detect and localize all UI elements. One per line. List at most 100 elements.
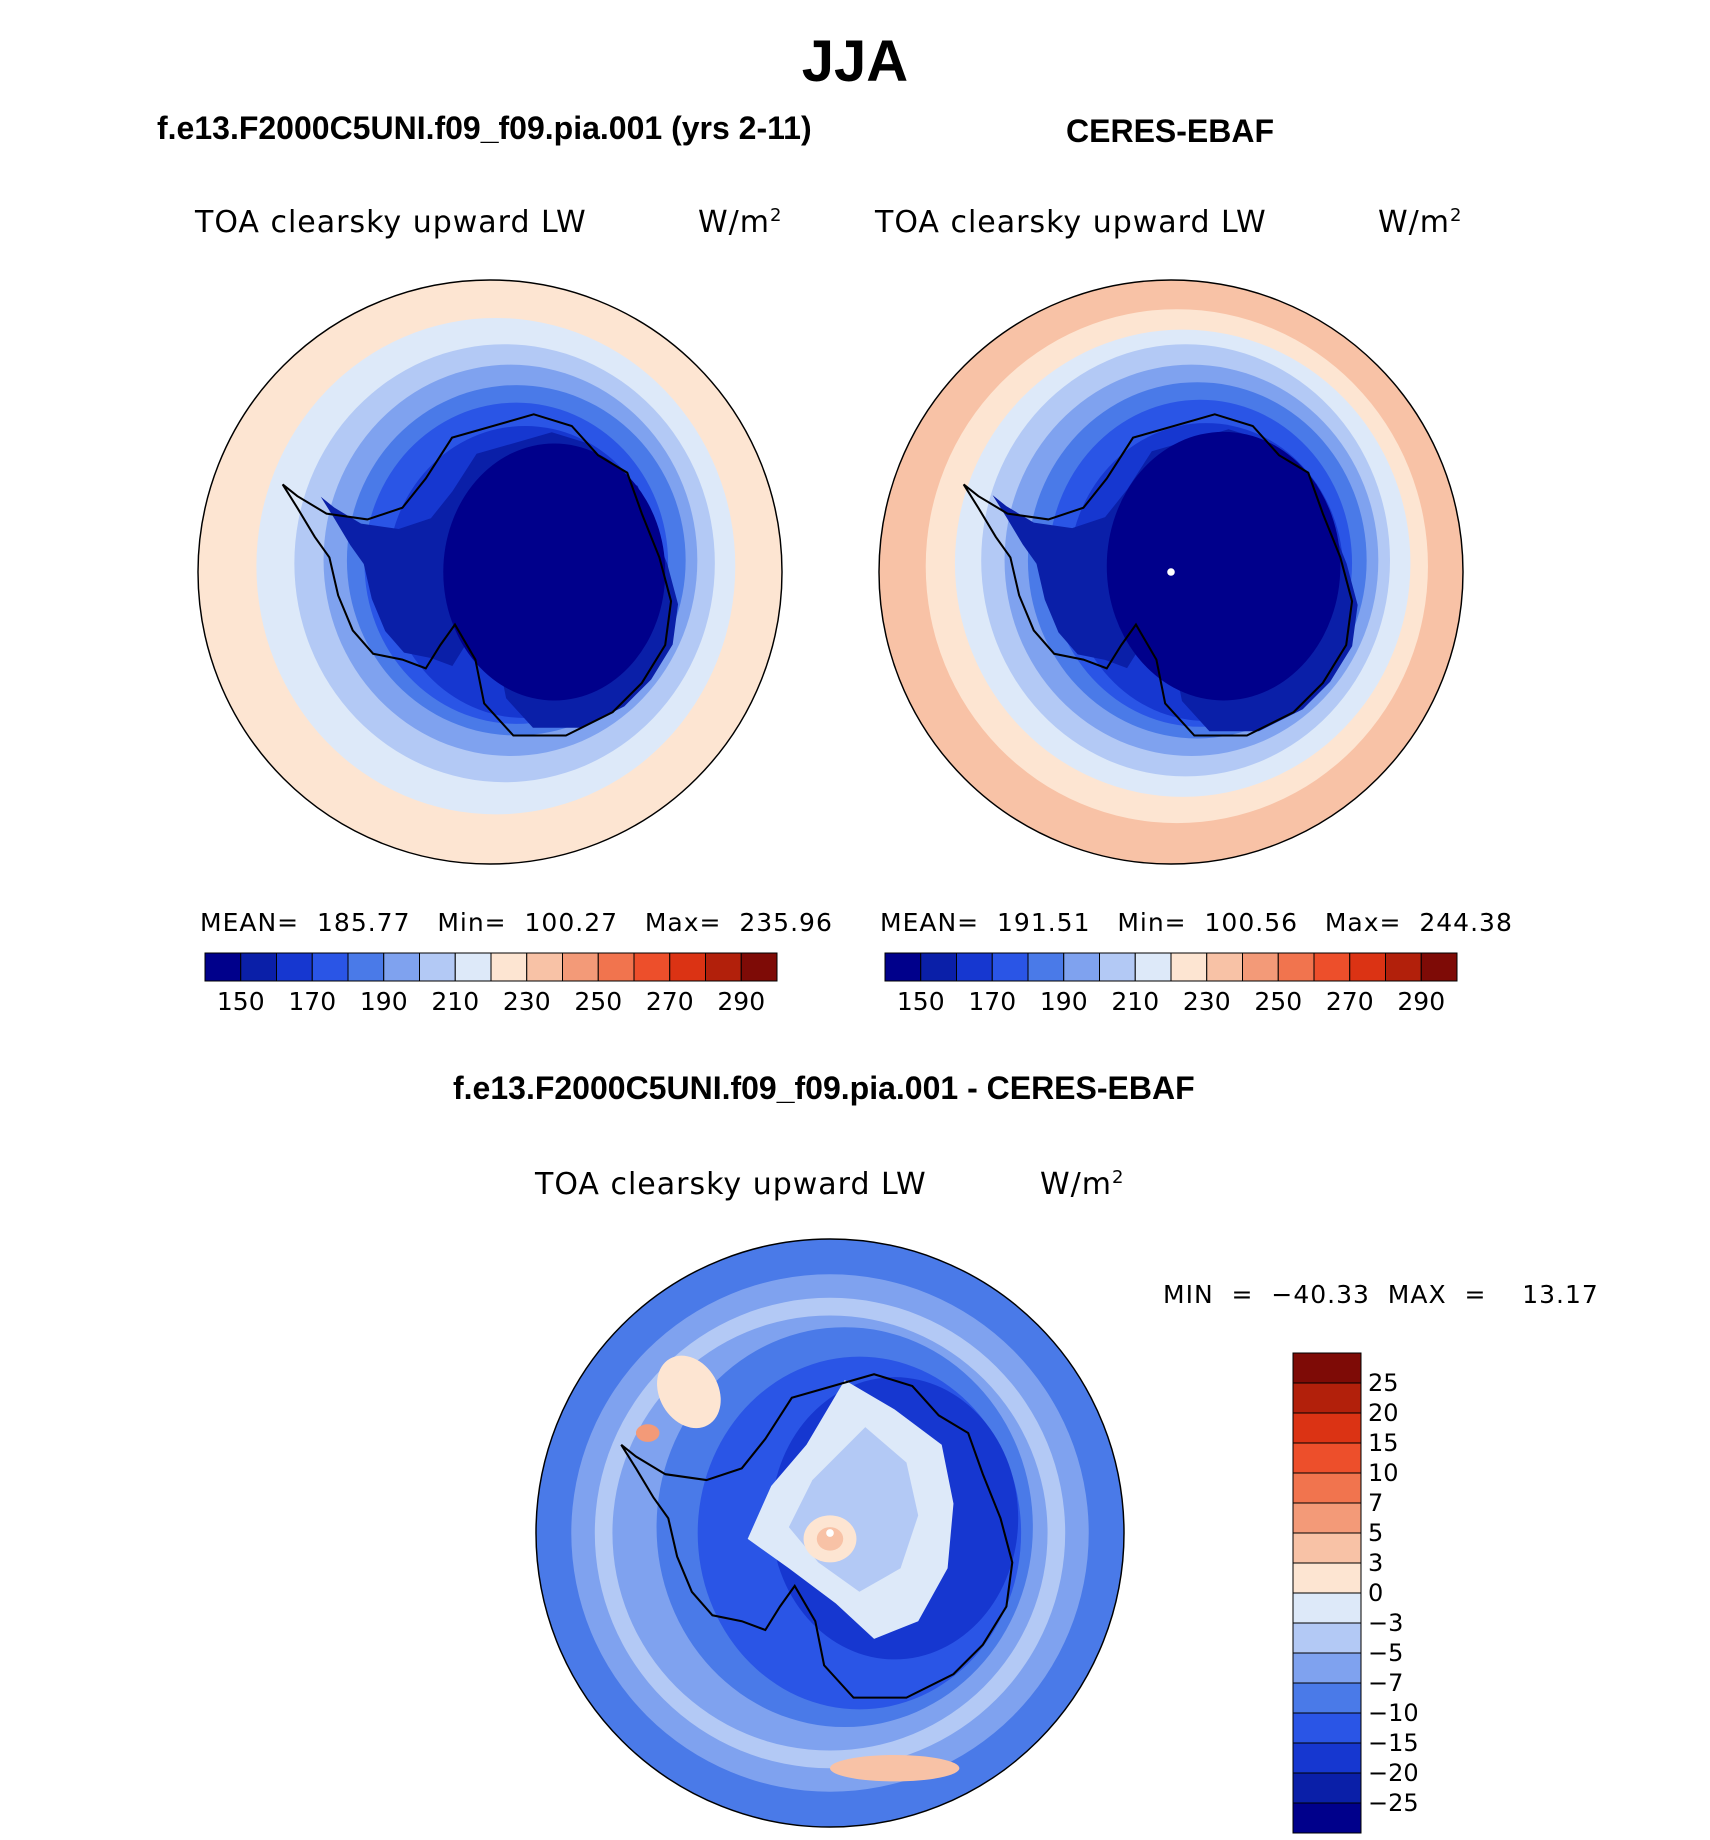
colorbar-tick-label: 150: [896, 987, 945, 1016]
diff-stats: MIN = −40.33 MAX = 13.17: [1163, 1280, 1599, 1309]
diff-contour-band: [830, 1754, 960, 1782]
colorbar-swatch: [1313, 952, 1351, 982]
colorbar-tick-label: 20: [1368, 1399, 1399, 1427]
obs-polar-map: [876, 277, 1466, 867]
colorbar-swatch: [1292, 1562, 1362, 1594]
colorbar-tick-label: 190: [1039, 987, 1088, 1016]
south-pole-missing-data: [1167, 568, 1175, 576]
diff-polar-map: [533, 1236, 1127, 1830]
figure-title: JJA: [801, 29, 909, 94]
map-boundary: [535, 1238, 1125, 1828]
colorbar-swatch: [526, 952, 563, 982]
colorbar-tick-label: 7: [1368, 1489, 1384, 1517]
model-units-label: W/m2: [698, 205, 783, 240]
colorbar-tick-label: −15: [1368, 1729, 1419, 1757]
colorbar-swatch: [1099, 952, 1136, 982]
colorbar-tick-label: 250: [574, 987, 623, 1016]
colorbar-tick-label: −25: [1368, 1789, 1419, 1817]
colorbar-swatch: [1292, 1472, 1362, 1504]
colorbar-swatch: [1292, 1652, 1362, 1684]
model-variable-label: TOA clearsky upward LW: [195, 205, 587, 240]
diff-contour-band: [657, 1355, 721, 1429]
colorbar-tick-label: 270: [1325, 987, 1374, 1016]
colorbar-tick-label: 25: [1368, 1369, 1399, 1397]
colorbar-swatch: [956, 952, 993, 982]
colorbar-swatch: [419, 952, 456, 982]
colorbar-swatch: [562, 952, 599, 982]
colorbar-tick-label: 230: [502, 987, 551, 1016]
colorbar-tick-label: 170: [968, 987, 1017, 1016]
colorbar-swatch: [884, 952, 922, 982]
colorbar-swatch: [1292, 1412, 1362, 1444]
colorbar-swatch: [1292, 1502, 1362, 1534]
colorbar-swatch: [1292, 1802, 1362, 1834]
colorbar-tick-label: −7: [1368, 1669, 1404, 1697]
colorbar-swatch: [705, 952, 742, 982]
colorbar-tick-label: 290: [1397, 987, 1446, 1016]
colorbar-swatch: [1292, 1712, 1362, 1744]
colorbar-tick-label: 10: [1368, 1459, 1399, 1487]
colorbar-tick-label: 210: [1111, 987, 1160, 1016]
diff-colorbar: [1292, 1352, 1362, 1834]
colorbar-swatch: [1134, 952, 1172, 982]
colorbar-tick-label: 15: [1368, 1429, 1399, 1457]
colorbar-tick-label: −5: [1368, 1639, 1404, 1667]
diff-variable-label: TOA clearsky upward LW: [535, 1167, 927, 1202]
colorbar-swatch: [276, 952, 313, 982]
obs-contour-band: [1106, 431, 1341, 701]
model-stats: MEAN= 185.77 Min= 100.27 Max= 235.96: [200, 908, 833, 937]
colorbar-tick-label: 230: [1182, 987, 1231, 1016]
colorbar-swatch: [311, 952, 349, 982]
colorbar-tick-label: 5: [1368, 1519, 1384, 1547]
colorbar-swatch: [1292, 1682, 1362, 1714]
colorbar-tick-label: 290: [717, 987, 766, 1016]
colorbar-swatch: [1292, 1622, 1362, 1654]
colorbar-swatch: [1292, 1382, 1362, 1414]
colorbar-tick-label: 150: [216, 987, 265, 1016]
colorbar-swatch: [920, 952, 957, 982]
diff-contour-band: [635, 1424, 660, 1442]
colorbar-swatch: [1242, 952, 1279, 982]
colorbar-swatch: [240, 952, 277, 982]
colorbar-swatch: [1170, 952, 1208, 982]
colorbar-swatch: [1420, 952, 1458, 982]
colorbar-swatch: [204, 952, 242, 982]
colorbar-tick-label: −10: [1368, 1699, 1419, 1727]
colorbar-swatch: [1063, 952, 1100, 982]
colorbar-swatch: [1292, 1772, 1362, 1804]
diff-panel-title: f.e13.F2000C5UNI.f09_f09.pia.001 - CERES…: [453, 1070, 1195, 1106]
colorbar-swatch: [991, 952, 1029, 982]
colorbar-tick-label: 270: [645, 987, 694, 1016]
colorbar-swatch: [1277, 952, 1315, 982]
colorbar-swatch: [740, 952, 778, 982]
colorbar-tick-label: −20: [1368, 1759, 1419, 1787]
colorbar-swatch: [669, 952, 706, 982]
colorbar-swatch: [383, 952, 420, 982]
colorbar-swatch: [1349, 952, 1386, 982]
colorbar-tick-label: 170: [288, 987, 337, 1016]
model-colorbar: [204, 952, 778, 982]
colorbar-tick-label: 3: [1368, 1549, 1384, 1577]
colorbar-swatch: [1385, 952, 1422, 982]
colorbar-swatch: [1292, 1352, 1362, 1384]
obs-panel-title: CERES-EBAF: [1066, 113, 1275, 149]
colorbar-swatch: [454, 952, 492, 982]
colorbar-swatch: [1292, 1532, 1362, 1564]
model-contour-band: [443, 443, 666, 701]
colorbar-tick-label: −3: [1368, 1609, 1404, 1637]
colorbar-tick-label: 190: [359, 987, 408, 1016]
south-pole-missing-data: [826, 1529, 834, 1537]
map-boundary: [878, 279, 1464, 865]
colorbar-swatch: [347, 952, 385, 982]
model-polar-map: [195, 277, 785, 867]
colorbar-swatch: [490, 952, 528, 982]
obs-variable-label: TOA clearsky upward LW: [875, 205, 1267, 240]
obs-units-label: W/m2: [1378, 205, 1463, 240]
colorbar-swatch: [1027, 952, 1065, 982]
colorbar-swatch: [1292, 1442, 1362, 1474]
map-boundary: [197, 279, 783, 865]
obs-colorbar: [884, 952, 1458, 982]
model-panel-title: f.e13.F2000C5UNI.f09_f09.pia.001 (yrs 2-…: [157, 110, 812, 146]
colorbar-tick-label: 0: [1368, 1579, 1384, 1607]
colorbar-swatch: [597, 952, 635, 982]
